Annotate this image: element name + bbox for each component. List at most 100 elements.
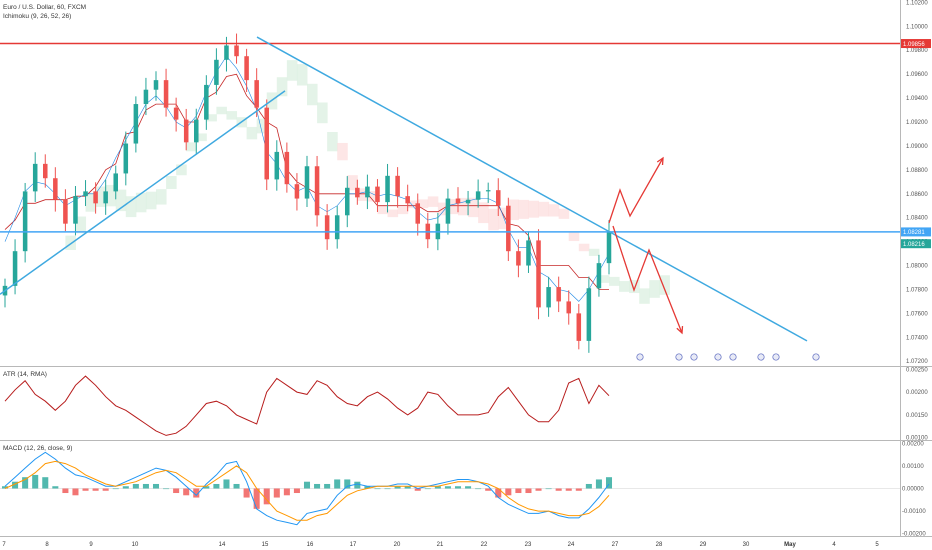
candle-body <box>606 232 612 264</box>
y-tick-label: 1.09000 <box>906 144 928 150</box>
x-tick-label: 21 <box>437 542 444 548</box>
y-tick-label: 1.10000 <box>906 24 928 30</box>
ichimoku-cloud <box>357 188 368 201</box>
candle-body <box>566 301 571 314</box>
x-tick-label: 30 <box>743 542 750 548</box>
ichimoku-cloud <box>135 192 147 213</box>
candle-body <box>334 215 340 240</box>
ichimoku-cloud <box>196 133 207 142</box>
candle-body <box>475 191 481 200</box>
ichimoku-cloud <box>145 191 157 210</box>
macd-histogram-bar <box>535 488 542 491</box>
x-tick-label: 24 <box>568 542 575 548</box>
macd-histogram-bar <box>193 488 200 498</box>
ichimoku-cloud <box>558 208 570 219</box>
x-tick-label: 14 <box>219 542 226 548</box>
ichimoku-cloud <box>206 114 217 122</box>
ichimoku-cloud <box>347 175 358 191</box>
ichimoku-cloud <box>256 118 268 134</box>
y-tick-label: 1.08000 <box>906 264 928 270</box>
candle-body <box>304 166 310 199</box>
descending-trendline <box>256 36 808 342</box>
ichimoku-cloud <box>478 202 489 224</box>
ichimoku-cloud <box>488 208 499 231</box>
y-tick-label: 1.08600 <box>906 192 928 198</box>
macd-histogram-bar <box>122 486 129 489</box>
economic-event-icon <box>636 353 644 361</box>
ichimoku-cloud <box>598 275 610 283</box>
macd-histogram-bar <box>565 488 572 491</box>
candle-body <box>22 191 28 252</box>
last-price-label: 1.08281 <box>903 230 925 236</box>
ichimoku-cloud <box>528 200 540 218</box>
ichimoku-cloud <box>447 199 459 215</box>
macd-histogram-bar <box>132 483 139 489</box>
current-price-label: 1.08216 <box>903 242 925 248</box>
candle-body <box>516 251 521 266</box>
ichimoku-cloud <box>85 192 97 212</box>
x-tick-label: 20 <box>394 542 401 548</box>
macd-histogram-bar <box>515 488 522 494</box>
macd-histogram-bar <box>334 479 341 489</box>
macd-histogram-bar <box>283 488 290 496</box>
macd-histogram-bar <box>495 488 502 498</box>
y-tick-label: 1.10200 <box>906 0 928 6</box>
ichimoku-cloud <box>659 275 670 295</box>
candle-body <box>455 198 461 204</box>
macd-histogram-bar <box>303 481 311 489</box>
ichimoku-cloud <box>568 232 580 242</box>
ichimoku-cloud <box>407 200 419 209</box>
macd-histogram-bar <box>545 488 552 490</box>
ichimoku-cloud <box>125 196 137 218</box>
candle-body <box>183 119 189 143</box>
macd-histogram-bar <box>203 486 210 489</box>
macd-line <box>4 451 610 526</box>
candle-body <box>214 59 219 85</box>
macd-histogram-bar <box>22 477 29 489</box>
macd-histogram-bar <box>555 488 562 491</box>
candle-body <box>496 190 501 206</box>
symbol-legend: Euro / U.S. Dollar, 60, FXCM <box>3 4 87 11</box>
y-tick-label: 1.09400 <box>906 96 928 102</box>
candle-body <box>234 45 239 57</box>
macd-histogram-bar <box>173 488 180 494</box>
signal-line <box>4 460 610 521</box>
candle-body <box>43 163 48 179</box>
ichimoku-legend: Ichimoku (9, 26, 52, 26) <box>3 13 72 20</box>
macd-histogram-bar <box>183 488 190 496</box>
candle-body <box>375 186 380 203</box>
candle-body <box>194 119 199 143</box>
ascending-trendline <box>0 90 286 295</box>
y-tick-label: 1.07400 <box>906 335 928 341</box>
candle-body <box>264 107 269 180</box>
economic-event-icon <box>812 353 820 361</box>
y-tick-label: 1.09200 <box>906 120 928 126</box>
ichimoku-cloud <box>115 189 127 212</box>
candle-body <box>324 215 330 240</box>
candle-body <box>596 263 602 289</box>
macd-y-tick-label: 0.00000 <box>902 487 924 493</box>
candle-body <box>254 80 259 108</box>
candle-body <box>415 203 420 224</box>
candle-body <box>506 205 511 252</box>
candle-body <box>93 191 98 204</box>
macd-histogram-bar <box>1 486 9 489</box>
bullish-projection-arrow <box>608 157 664 224</box>
ichimoku-cloud <box>276 77 288 97</box>
economic-event-icon <box>714 353 722 361</box>
economic-event-icon <box>690 353 698 361</box>
resistance-price-label: 1.09856 <box>903 42 925 48</box>
macd-histogram-bar <box>454 486 462 489</box>
ichimoku-cloud <box>377 205 389 215</box>
macd-histogram-bar <box>414 488 421 491</box>
x-tick-label: 17 <box>350 542 357 548</box>
macd-histogram-bar <box>213 483 220 489</box>
x-tick-label: 28 <box>656 542 663 548</box>
x-tick-label: 22 <box>481 542 488 548</box>
ichimoku-cloud <box>498 207 509 230</box>
y-tick-label: 1.09800 <box>906 48 928 54</box>
macd-histogram-bar <box>575 488 582 491</box>
ichimoku-cloud <box>578 243 590 252</box>
bearish-projection-arrow <box>612 225 683 334</box>
